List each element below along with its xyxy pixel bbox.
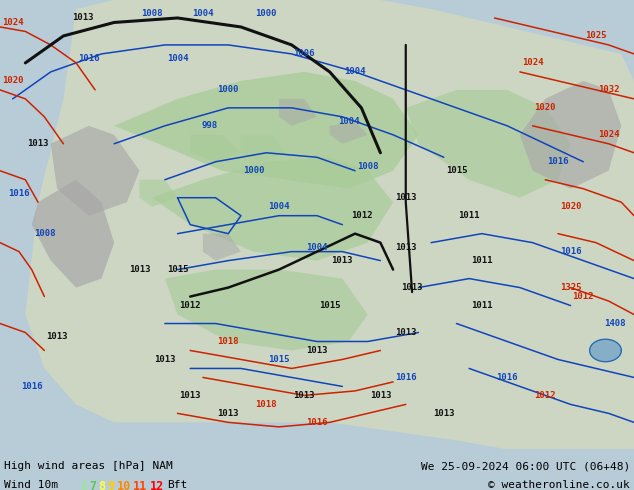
Text: 1015: 1015: [167, 265, 188, 274]
Text: 1000: 1000: [256, 9, 277, 18]
Text: We 25-09-2024 06:00 UTC (06+48): We 25-09-2024 06:00 UTC (06+48): [421, 461, 630, 471]
Text: 12: 12: [150, 480, 164, 490]
Text: 1004: 1004: [338, 117, 359, 126]
Text: 1008: 1008: [34, 229, 55, 238]
Text: 1012: 1012: [179, 301, 201, 310]
Text: High wind areas [hPa] NAM: High wind areas [hPa] NAM: [4, 461, 172, 471]
Text: 1016: 1016: [560, 247, 581, 256]
Text: © weatheronline.co.uk: © weatheronline.co.uk: [488, 480, 630, 490]
Text: 998: 998: [201, 122, 217, 130]
Polygon shape: [279, 99, 317, 126]
Text: 1004: 1004: [167, 54, 188, 63]
Polygon shape: [25, 0, 634, 449]
Text: 9: 9: [108, 480, 115, 490]
Text: 1004: 1004: [344, 68, 366, 76]
Polygon shape: [152, 157, 393, 261]
Polygon shape: [114, 72, 418, 189]
Text: 1013: 1013: [332, 256, 353, 265]
Text: 1013: 1013: [433, 409, 455, 418]
Text: 1015: 1015: [268, 355, 290, 364]
Text: 1013: 1013: [72, 13, 93, 23]
Text: 1016: 1016: [395, 373, 417, 382]
Text: 1011: 1011: [471, 256, 493, 265]
Text: Bft: Bft: [167, 480, 187, 490]
Polygon shape: [165, 270, 368, 350]
Text: 1020: 1020: [2, 76, 23, 85]
Text: 6: 6: [80, 480, 87, 490]
Text: 1012: 1012: [351, 211, 372, 220]
Polygon shape: [51, 126, 139, 216]
Text: 1013: 1013: [217, 409, 239, 418]
Text: 1015: 1015: [446, 166, 467, 175]
Text: 1016: 1016: [306, 418, 328, 427]
Text: 1020: 1020: [560, 202, 581, 211]
Text: 1018: 1018: [256, 400, 277, 409]
Text: 1008: 1008: [141, 9, 163, 18]
Text: 1008: 1008: [357, 162, 378, 171]
Text: 1032: 1032: [598, 85, 619, 95]
Text: 1015: 1015: [319, 301, 340, 310]
Text: 1011: 1011: [471, 301, 493, 310]
Text: 1013: 1013: [154, 355, 176, 364]
Text: 1011: 1011: [458, 211, 480, 220]
Text: 1024: 1024: [522, 58, 543, 68]
Polygon shape: [190, 135, 241, 162]
Text: 1016: 1016: [547, 157, 569, 166]
Text: 1013: 1013: [27, 139, 49, 148]
Text: 1012: 1012: [573, 292, 594, 301]
Text: 1020: 1020: [534, 103, 556, 112]
Polygon shape: [139, 180, 178, 207]
Text: 1006: 1006: [294, 49, 315, 58]
Text: 1013: 1013: [306, 346, 328, 355]
Text: 1000: 1000: [243, 166, 264, 175]
Text: 1012: 1012: [534, 391, 556, 400]
Text: 1013: 1013: [395, 328, 417, 337]
Polygon shape: [330, 122, 368, 144]
Text: 1013: 1013: [401, 283, 423, 292]
Text: 1004: 1004: [268, 202, 290, 211]
Text: 1013: 1013: [46, 333, 68, 342]
Text: 7: 7: [89, 480, 96, 490]
Text: Wind 10m: Wind 10m: [4, 480, 58, 490]
Text: 1013: 1013: [294, 391, 315, 400]
Text: 1013: 1013: [179, 391, 201, 400]
Text: 1013: 1013: [370, 391, 391, 400]
Text: 1004: 1004: [192, 9, 214, 18]
Text: 1024: 1024: [2, 18, 23, 27]
Text: 1016: 1016: [21, 382, 42, 391]
Text: 1013: 1013: [395, 243, 417, 252]
Text: 1025: 1025: [585, 31, 607, 41]
Text: 1016: 1016: [78, 54, 100, 63]
Polygon shape: [203, 234, 241, 261]
Text: 1016: 1016: [8, 189, 30, 197]
Text: 1013: 1013: [395, 193, 417, 202]
Polygon shape: [520, 81, 621, 189]
Text: 8: 8: [98, 480, 105, 490]
Text: 1013: 1013: [129, 265, 150, 274]
Polygon shape: [241, 135, 285, 162]
Text: 1325: 1325: [560, 283, 581, 292]
Text: 10: 10: [117, 480, 131, 490]
Polygon shape: [32, 180, 114, 288]
Polygon shape: [590, 339, 621, 362]
Text: 1408: 1408: [604, 319, 626, 328]
Text: 1018: 1018: [217, 337, 239, 346]
Text: 11: 11: [133, 480, 148, 490]
Polygon shape: [406, 90, 571, 197]
Text: 1024: 1024: [598, 130, 619, 139]
Text: 1016: 1016: [496, 373, 518, 382]
Text: 1004: 1004: [306, 243, 328, 252]
Text: 1000: 1000: [217, 85, 239, 95]
